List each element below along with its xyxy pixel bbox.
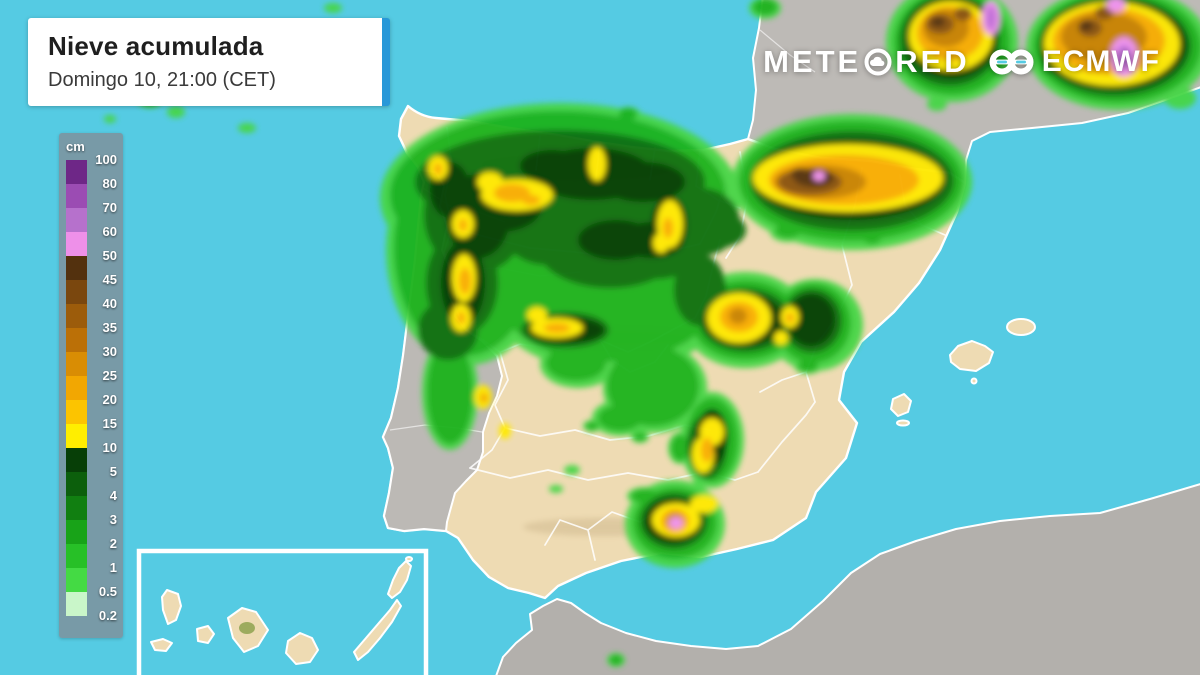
legend-value: 35 bbox=[102, 320, 117, 335]
teide-peak bbox=[239, 622, 255, 634]
meteored-logo: METE RED bbox=[763, 44, 970, 80]
legend-swatch bbox=[66, 592, 87, 616]
legend-swatch bbox=[66, 424, 87, 448]
legend-swatch bbox=[66, 568, 87, 592]
legend-value: 70 bbox=[102, 200, 117, 215]
legend-value: 45 bbox=[102, 272, 117, 287]
legend-value: 15 bbox=[102, 416, 117, 431]
legend-unit: cm bbox=[66, 139, 85, 154]
legend-value: 2 bbox=[109, 536, 117, 551]
legend-value: 60 bbox=[102, 224, 117, 239]
ecmwf-icon bbox=[989, 49, 1034, 75]
snow-layer-violet bbox=[986, 6, 1132, 69]
inset-border bbox=[136, 548, 429, 675]
legend-swatch bbox=[66, 184, 87, 208]
legend-swatch bbox=[66, 376, 87, 400]
page-subtitle: Domingo 10, 21:00 (CET) bbox=[48, 69, 276, 91]
legend-value: 50 bbox=[102, 248, 117, 263]
canary-inset bbox=[136, 548, 429, 675]
legend-value: 0.5 bbox=[98, 584, 117, 599]
legend-swatch bbox=[66, 280, 87, 304]
meteored-text-post: RED bbox=[895, 44, 970, 79]
legend-swatches bbox=[66, 160, 87, 616]
legend-swatch bbox=[66, 304, 87, 328]
meteored-text-pre: METE bbox=[763, 44, 862, 79]
legend-value: 40 bbox=[102, 296, 117, 311]
africa-land bbox=[495, 483, 1200, 675]
legend-value: 1 bbox=[109, 560, 117, 575]
legend-swatch bbox=[66, 472, 87, 496]
legend-swatch bbox=[66, 448, 87, 472]
legend-value: 4 bbox=[109, 488, 117, 503]
legend-value: 3 bbox=[109, 512, 117, 527]
legend-value: 25 bbox=[102, 368, 117, 383]
title-card: Nieve acumulada Domingo 10, 21:00 (CET) bbox=[28, 18, 390, 106]
legend-value: 30 bbox=[102, 344, 117, 359]
legend-swatch bbox=[66, 520, 87, 544]
legend-value: 80 bbox=[102, 176, 117, 191]
legend-swatch bbox=[66, 400, 87, 424]
ecmwf-logo: ECMWF bbox=[988, 45, 1160, 79]
legend-swatch bbox=[66, 160, 87, 184]
legend-swatch bbox=[66, 256, 87, 280]
legend-swatch bbox=[66, 496, 87, 520]
legend-value: 100 bbox=[95, 152, 117, 167]
legend-swatch bbox=[66, 352, 87, 376]
legend-swatch bbox=[66, 208, 87, 232]
snow-overlay bbox=[104, 0, 1200, 667]
ecmwf-text: ECMWF bbox=[1041, 45, 1160, 78]
legend-value: 5 bbox=[109, 464, 117, 479]
legend-value: 10 bbox=[102, 440, 117, 455]
legend-swatch bbox=[66, 544, 87, 568]
balearic-islands bbox=[890, 318, 1036, 427]
meteored-o-cloud-icon bbox=[864, 48, 892, 76]
canary-islands bbox=[150, 556, 413, 665]
snow-legend: cm 100 80 70 60 50 45 40 35 30 25 20 15 10 5 4 3 2 1 0.5 0.… bbox=[59, 133, 123, 638]
legend-swatch bbox=[66, 328, 87, 352]
branding: METE RED ECMWF bbox=[763, 44, 1160, 80]
legend-value: 20 bbox=[102, 392, 117, 407]
page-title: Nieve acumulada bbox=[48, 31, 264, 61]
legend-value: 0.2 bbox=[98, 608, 117, 623]
legend-swatch bbox=[66, 232, 87, 256]
